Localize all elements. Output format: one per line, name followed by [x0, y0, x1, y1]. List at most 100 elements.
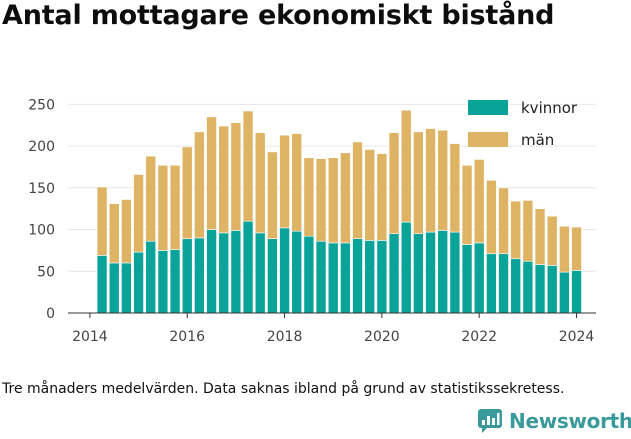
newsworthy-logo-icon: [478, 409, 502, 433]
legend-swatch-kvinnor: [468, 100, 508, 115]
bar-man: [315, 158, 327, 242]
bar-man: [437, 129, 448, 231]
bar-man: [157, 164, 169, 251]
bar-kvinnor: [571, 270, 582, 314]
bar-kvinnor: [327, 242, 339, 314]
bar-kvinnor: [522, 260, 534, 314]
bar-man: [534, 208, 546, 265]
bar-man: [108, 203, 120, 264]
bar-man: [425, 128, 436, 233]
bar-man: [206, 116, 217, 230]
y-tick-label: 200: [28, 139, 55, 155]
bar-man: [279, 134, 290, 229]
bar-kvinnor: [303, 235, 315, 314]
bar-man: [486, 179, 497, 255]
bar-man: [352, 141, 363, 240]
stacked-bar-chart: 0 50 100 150 200 250 2014 2016 2018 2020 2022 2024…: [28, 97, 596, 345]
bar-man: [327, 157, 339, 244]
bar-man: [473, 159, 485, 244]
bar-man: [254, 132, 266, 234]
bar-kvinnor: [181, 238, 193, 314]
x-tick-label: 2014: [72, 329, 108, 345]
brand-name: Newsworthy: [509, 409, 631, 433]
bar-kvinnor: [279, 227, 290, 314]
bar-kvinnor: [218, 232, 230, 314]
bar-kvinnor: [546, 265, 558, 314]
bar-man: [364, 149, 376, 241]
bar-man: [340, 152, 351, 244]
x-tick-label: 2022: [461, 329, 497, 345]
bar-kvinnor: [376, 240, 388, 314]
bar-man: [559, 225, 570, 273]
y-tick-label: 50: [37, 264, 55, 280]
bar-man: [388, 132, 400, 235]
bar-kvinnor: [96, 255, 108, 314]
bar-kvinnor: [364, 240, 376, 314]
bar-man: [267, 151, 278, 240]
bar-man: [121, 199, 132, 264]
bar-kvinnor: [169, 249, 181, 314]
bar-man: [181, 146, 193, 240]
bar-kvinnor: [400, 221, 412, 314]
bar-kvinnor: [157, 250, 169, 314]
bar-kvinnor: [267, 238, 278, 314]
bar-kvinnor: [498, 253, 509, 314]
footnote: Tre månaders medelvärden. Data saknas ib…: [2, 381, 565, 397]
bar-kvinnor: [230, 230, 242, 314]
bar-kvinnor: [340, 242, 351, 314]
legend-label-kvinnor: kvinnor: [521, 99, 578, 117]
bar-man: [303, 157, 315, 237]
y-tick-label: 100: [28, 223, 55, 239]
legend: kvinnor män: [468, 99, 578, 149]
bar-man: [449, 143, 461, 233]
bar-kvinnor: [315, 240, 327, 314]
bar-kvinnor: [486, 253, 497, 314]
bar-kvinnor: [254, 232, 266, 314]
bar-man: [498, 187, 509, 255]
bar-man: [400, 109, 412, 223]
bar-kvinnor: [449, 231, 461, 314]
bar-kvinnor: [291, 230, 303, 314]
bar-kvinnor: [108, 262, 120, 314]
y-tick-label: 150: [28, 181, 55, 197]
bars: [96, 109, 582, 314]
bar-man: [194, 131, 205, 239]
bar-man: [145, 155, 157, 242]
bar-man: [413, 131, 424, 235]
x-tick-label: 2024: [559, 329, 595, 345]
bar-kvinnor: [510, 258, 521, 314]
y-tick-label: 250: [28, 97, 55, 113]
bar-man: [242, 110, 254, 222]
bar-man: [461, 164, 473, 245]
bar-man: [133, 174, 144, 253]
bar-kvinnor: [194, 237, 205, 314]
bar-kvinnor: [559, 271, 570, 314]
bar-man: [510, 200, 521, 260]
bar-kvinnor: [121, 262, 132, 314]
legend-label-man: män: [521, 131, 554, 149]
bar-man: [169, 164, 181, 250]
bar-man: [571, 226, 582, 271]
bar-man: [96, 186, 108, 256]
bar-kvinnor: [145, 240, 157, 314]
bar-kvinnor: [473, 242, 485, 314]
bar-man: [376, 153, 388, 241]
bar-man: [218, 125, 230, 234]
bar-kvinnor: [388, 233, 400, 314]
bar-man: [522, 200, 534, 262]
bar-kvinnor: [206, 229, 217, 314]
bar-kvinnor: [413, 233, 424, 314]
y-tick-label: 0: [46, 306, 55, 322]
bar-kvinnor: [534, 264, 546, 314]
x-tick-label: 2016: [169, 329, 205, 345]
legend-swatch-man: [468, 132, 508, 147]
x-axis: 2014 2016 2018 2020 2022 2024: [68, 312, 596, 345]
x-tick-label: 2020: [364, 329, 400, 345]
bar-kvinnor: [242, 220, 254, 314]
brand-logo: Newsworthy: [477, 406, 631, 436]
bar-man: [230, 122, 242, 231]
y-axis: 0 50 100 150 200 250: [28, 97, 55, 322]
bar-kvinnor: [352, 238, 363, 314]
bar-kvinnor: [133, 251, 144, 314]
bar-man: [546, 215, 558, 266]
